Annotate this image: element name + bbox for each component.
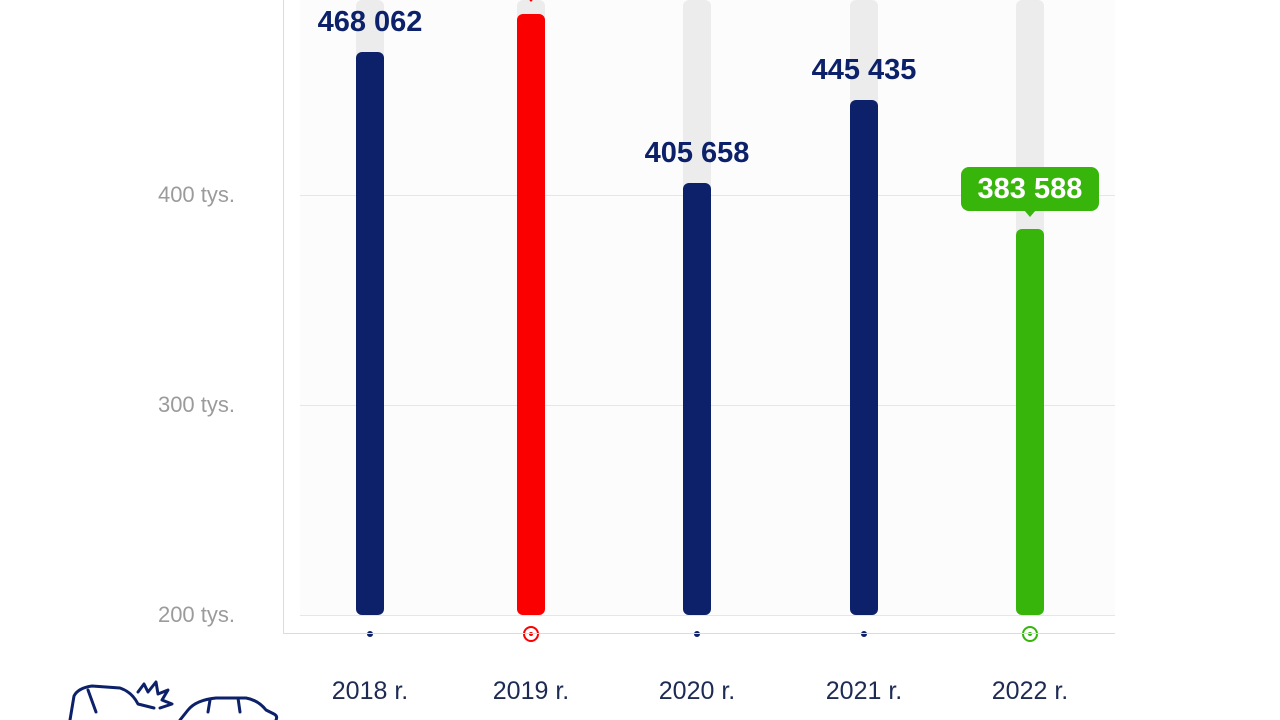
y-axis-line	[283, 0, 284, 633]
x-tick-label: 2018 r.	[331, 677, 409, 705]
bar	[1016, 229, 1044, 615]
y-tick-label: 300 tys.	[157, 392, 235, 417]
x-axis-line	[283, 633, 1115, 634]
bar	[850, 99, 878, 615]
axis-marker-dot	[861, 631, 867, 637]
value-badge-arrow	[525, 0, 537, 3]
value-badge-arrow	[1024, 210, 1036, 218]
car-crash-icon	[68, 680, 279, 720]
value-badge: 383 588	[960, 167, 1100, 212]
bar	[356, 52, 384, 615]
axis-marker-ring	[1022, 626, 1038, 642]
axis-marker-ring	[523, 626, 539, 642]
value-label: 405 658	[644, 137, 750, 170]
y-tick-label: 200 tys.	[157, 602, 235, 627]
gridline	[300, 615, 1115, 616]
axis-marker-dot	[694, 631, 700, 637]
axis-marker-dot	[367, 631, 373, 637]
x-tick-label: 2021 r.	[825, 677, 903, 705]
x-tick-label: 2020 r.	[658, 677, 736, 705]
bar	[517, 14, 545, 615]
bar	[683, 183, 711, 615]
y-tick-label: 400 tys.	[157, 182, 235, 207]
value-label: 445 435	[811, 53, 917, 86]
axis-marker-ring-dot	[1028, 632, 1032, 636]
x-tick-label: 2022 r.	[991, 677, 1069, 705]
value-label: 468 062	[317, 6, 423, 39]
x-tick-label: 2019 r.	[492, 677, 570, 705]
axis-marker-ring-dot	[529, 632, 533, 636]
